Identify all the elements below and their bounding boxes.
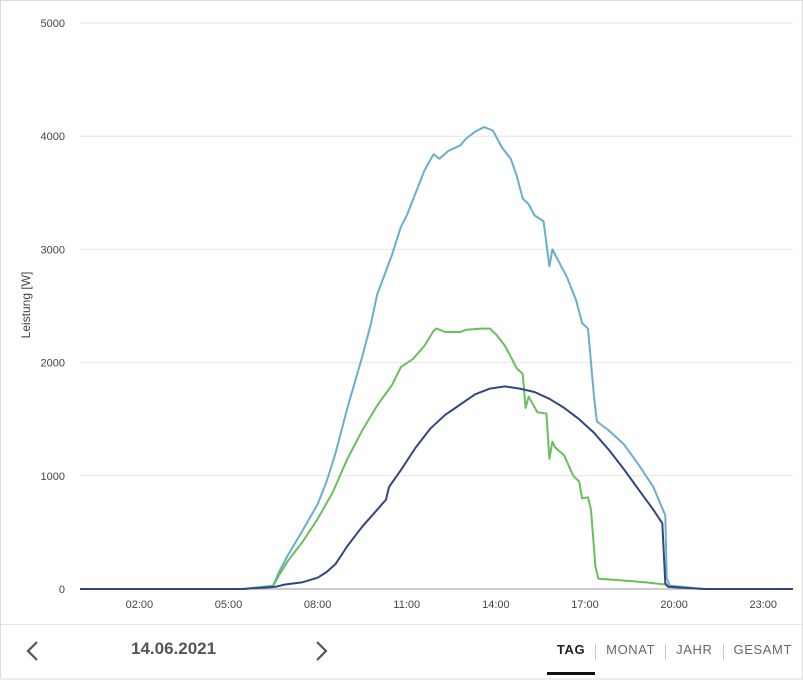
tab-divider bbox=[665, 643, 667, 660]
x-tick-label: 20:00 bbox=[660, 599, 688, 611]
x-tick-labels: 02:00 05:00 08:00 11:00 14:00 17:00 20:00 23:00 bbox=[126, 599, 777, 611]
y-tick-label: 0 bbox=[59, 584, 65, 596]
x-tick-label: 14:00 bbox=[482, 599, 510, 611]
x-tick-label: 08:00 bbox=[304, 599, 332, 611]
chevron-left-icon bbox=[26, 641, 38, 661]
x-tick-label: 11:00 bbox=[393, 599, 420, 611]
tab-tag[interactable]: TAG bbox=[546, 625, 596, 678]
x-tick-label: 05:00 bbox=[215, 599, 243, 611]
y-tick-label: 5000 bbox=[41, 18, 65, 30]
y-tick-labels: 0 1000 2000 3000 4000 5000 bbox=[41, 18, 65, 596]
x-tick-label: 02:00 bbox=[126, 599, 154, 611]
date-navigation-bar: 14.06.2021 TAG MONAT JAHR GESAMT bbox=[1, 624, 802, 678]
power-line-chart: 0 1000 2000 3000 4000 5000 02:00 05:00 08:00 11:… bbox=[19, 18, 793, 611]
gridlines bbox=[80, 22, 793, 590]
tab-divider bbox=[722, 643, 724, 660]
series-line-1 bbox=[80, 126, 793, 590]
current-date[interactable]: 14.06.2021 bbox=[131, 639, 217, 658]
chevron-right-icon bbox=[316, 641, 328, 661]
series-line-2 bbox=[80, 327, 793, 590]
y-tick-label: 4000 bbox=[41, 131, 65, 143]
y-tick-label: 1000 bbox=[41, 471, 65, 483]
next-day-button[interactable] bbox=[307, 637, 335, 665]
period-tabs: TAG MONAT JAHR GESAMT bbox=[546, 625, 802, 678]
series-line-3 bbox=[80, 385, 793, 590]
previous-day-button[interactable] bbox=[19, 637, 47, 665]
x-tick-label: 23:00 bbox=[750, 599, 778, 611]
tab-divider bbox=[595, 643, 597, 660]
x-tick-label: 17:00 bbox=[571, 599, 599, 611]
series-lines bbox=[80, 126, 793, 590]
tab-jahr[interactable]: JAHR bbox=[676, 642, 713, 657]
tab-gesamt[interactable]: GESAMT bbox=[733, 642, 792, 657]
y-tick-label: 2000 bbox=[41, 358, 65, 370]
tab-monat[interactable]: MONAT bbox=[606, 642, 656, 657]
y-tick-label: 3000 bbox=[41, 244, 65, 256]
y-axis-title: Leistung [W] bbox=[19, 272, 33, 339]
